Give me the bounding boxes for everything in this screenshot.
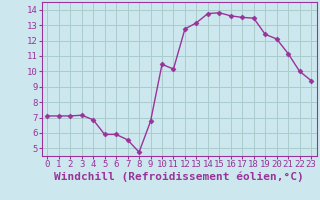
X-axis label: Windchill (Refroidissement éolien,°C): Windchill (Refroidissement éolien,°C) [54, 172, 304, 182]
